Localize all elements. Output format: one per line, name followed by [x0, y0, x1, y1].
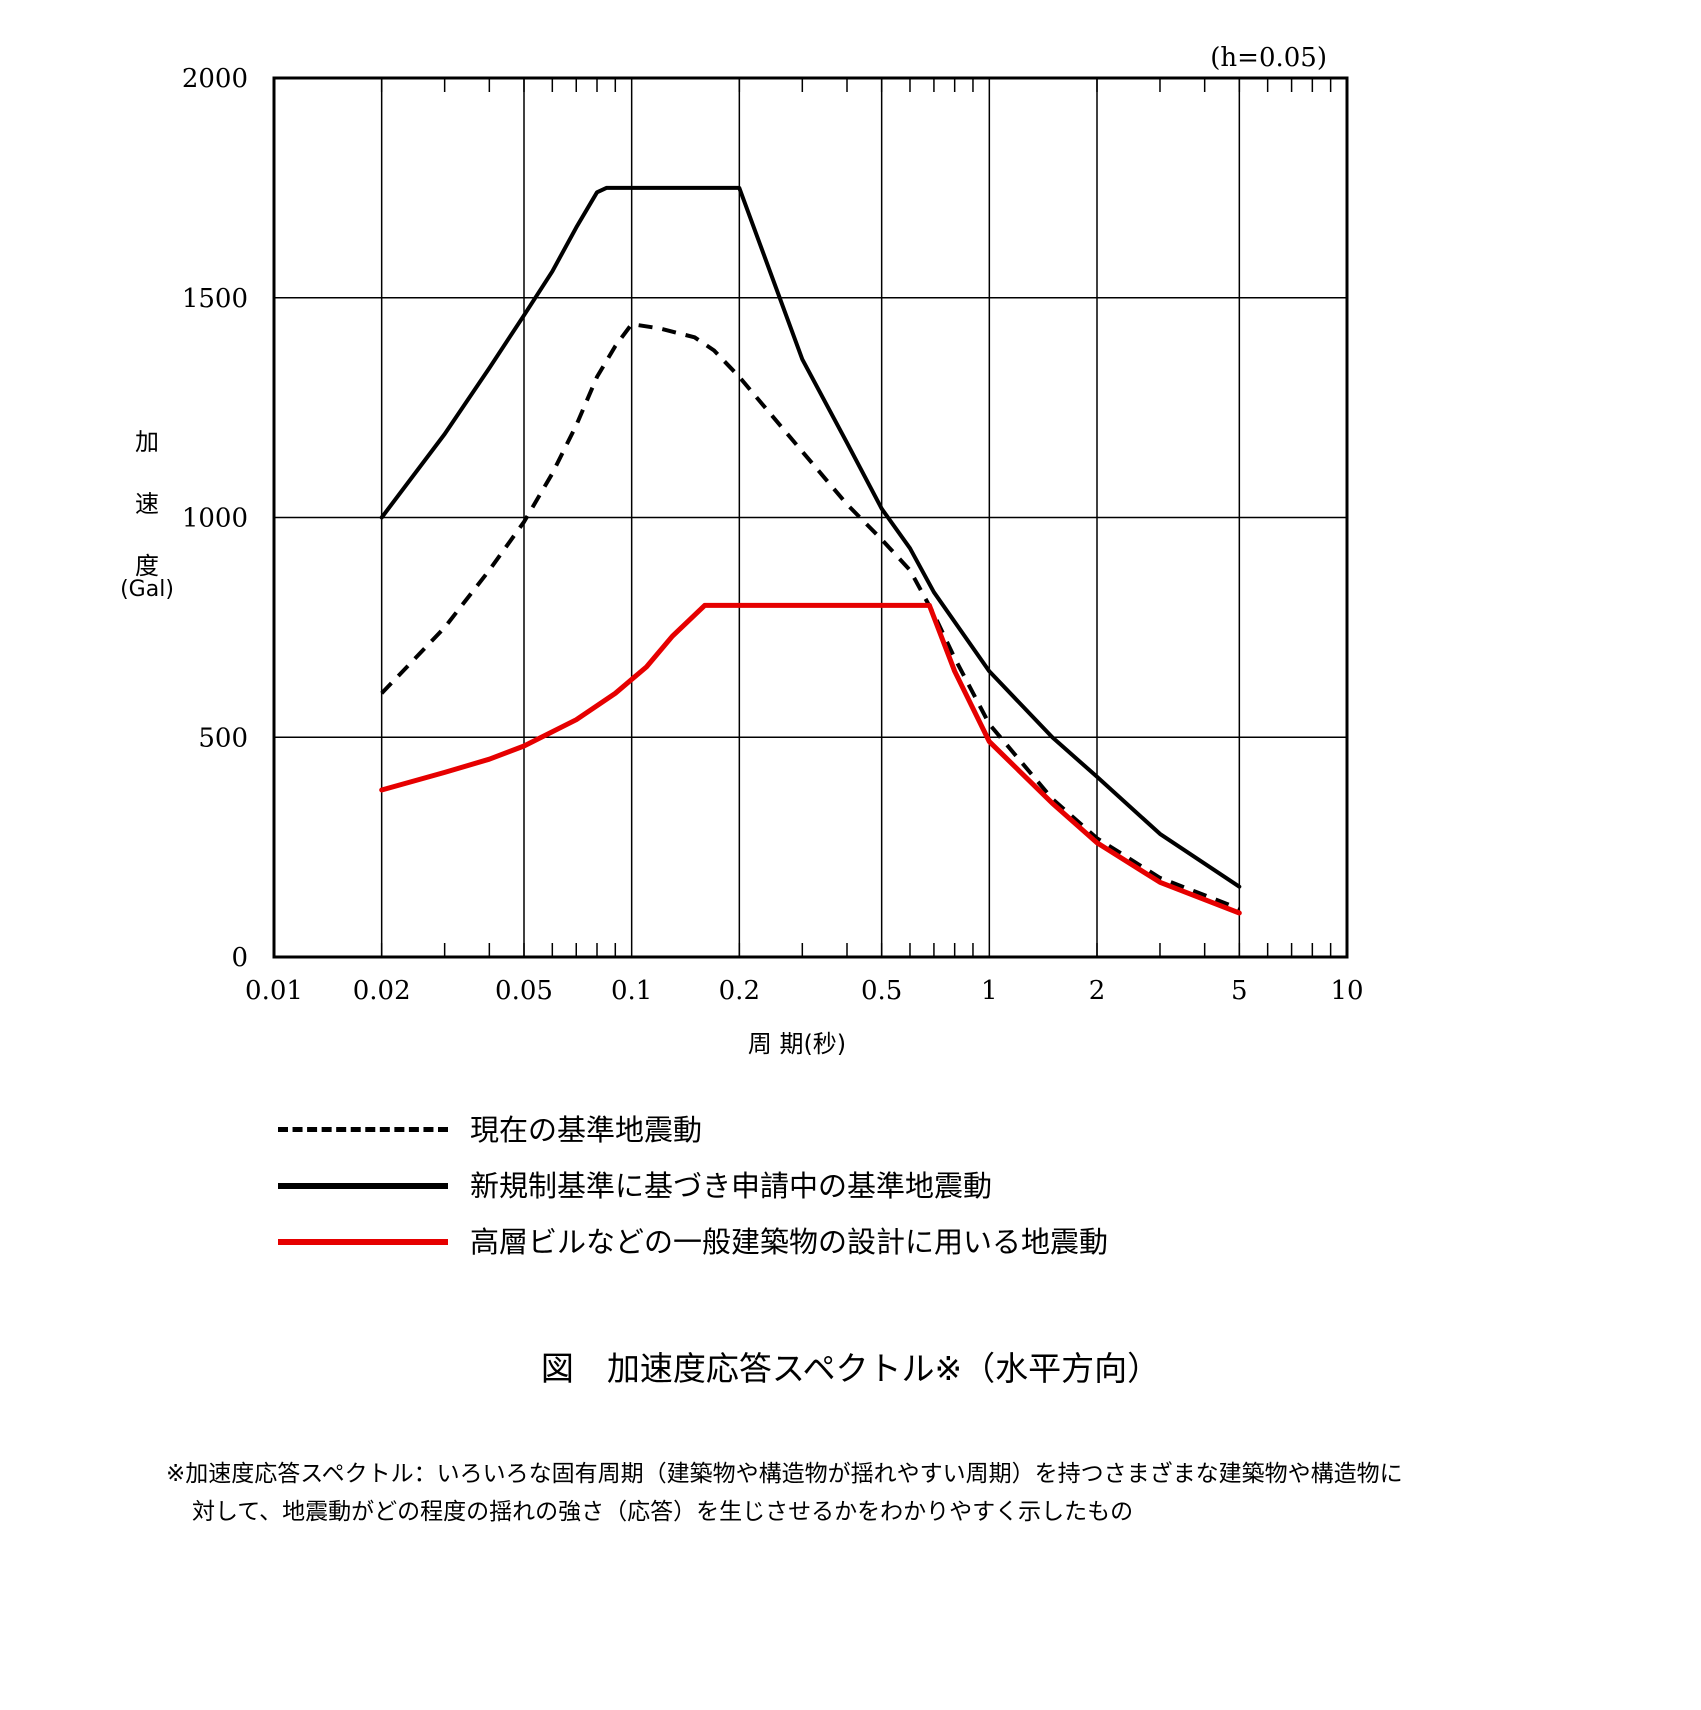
legend-swatch-solid-red [278, 1239, 448, 1245]
plot-frame [272, 76, 1349, 959]
legend-label: 新規制基準に基づき申請中の基準地震動 [470, 1169, 993, 1203]
legend-swatch-dashed [278, 1127, 448, 1132]
footnote: ※加速度応答スペクトル：いろいろな固有周期（建築物や構造物が揺れやすい周期）を持… [166, 1455, 1606, 1531]
series-line-0 [380, 322, 1241, 911]
x-tick-label: 0.1 [611, 976, 652, 1006]
x-tick-labels: 0.01 0.02 0.05 0.1 0.2 0.5 1 2 5 10 [245, 976, 1363, 1006]
y-tick-label: 500 [198, 723, 248, 753]
damping-annotation: (h=0.05) [1210, 43, 1327, 73]
x-tick-label: 0.05 [495, 976, 553, 1006]
y-tick-label: 1500 [182, 284, 248, 314]
legend-item-general-building: 高層ビルなどの一般建築物の設計に用いる地震動 [278, 1222, 1178, 1262]
y-axis-title-char: 加 [135, 428, 159, 456]
legend-item-current: 現在の基準地震動 [278, 1110, 1178, 1150]
x-tick-label: 0.5 [861, 976, 902, 1006]
series-layer [379, 185, 1242, 916]
x-tick-label: 0.2 [719, 976, 760, 1006]
legend-label: 現在の基準地震動 [470, 1113, 703, 1147]
x-tick-label: 10 [1330, 976, 1363, 1006]
y-axis-unit: (Gal) [120, 577, 174, 602]
y-tick-label: 1000 [182, 504, 248, 534]
legend-swatch-solid-black [278, 1183, 448, 1189]
legend-item-new-standard: 新規制基準に基づき申請中の基準地震動 [278, 1166, 1178, 1206]
legend-label: 高層ビルなどの一般建築物の設計に用いる地震動 [470, 1225, 1109, 1259]
x-tick-label: 5 [1231, 976, 1248, 1006]
footnote-line-2: 対して、地震動がどの程度の揺れの強さ（応答）を生じさせるかをわかりやすく示したも… [192, 1499, 1134, 1525]
grid [273, 77, 1348, 958]
series-line-1 [379, 185, 1242, 889]
series-line-2 [379, 602, 1242, 916]
x-tick-label: 1 [981, 976, 998, 1006]
minor-ticks [380, 78, 1332, 957]
y-tick-labels: 0 500 1000 1500 2000 [182, 64, 248, 973]
y-tick-label: 0 [231, 943, 248, 973]
x-tick-label: 2 [1089, 976, 1106, 1006]
x-tick-label: 0.02 [353, 976, 411, 1006]
figure-caption: 図 加速度応答スペクトル※（水平方向） [540, 1349, 1161, 1388]
y-axis-title-char: 速 [135, 490, 159, 518]
x-tick-label: 0.01 [245, 976, 303, 1006]
footnote-line-1: ※加速度応答スペクトル：いろいろな固有周期（建築物や構造物が揺れやすい周期）を持… [166, 1461, 1403, 1487]
y-tick-label: 2000 [182, 64, 248, 94]
y-axis-title: 加速度 [135, 428, 159, 580]
y-axis-title-char: 度 [135, 552, 159, 580]
x-axis-title: 周 期(秒) [748, 1030, 846, 1058]
response-spectrum-chart: 0.01 0.02 0.05 0.1 0.2 0.5 1 2 5 10 0 500 1000 1500 2… [120, 43, 1363, 1058]
